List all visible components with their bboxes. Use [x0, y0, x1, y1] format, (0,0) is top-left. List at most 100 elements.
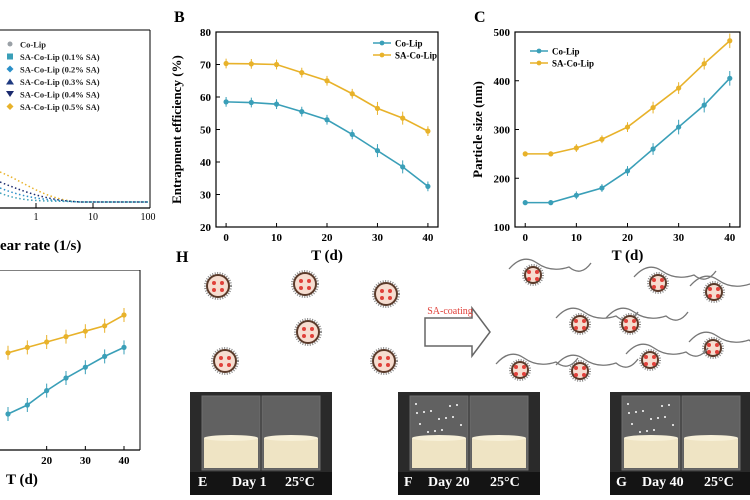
- photo-f-temp: 25°C: [490, 475, 520, 490]
- liposome-2-shell: [291, 270, 319, 298]
- data-point-1-5: [349, 91, 355, 97]
- data-point-1-4: [324, 78, 330, 84]
- liposome-3-drug-3: [388, 296, 392, 300]
- liposome-2-drug-2: [299, 286, 303, 290]
- x-tick-label-1: 10: [571, 232, 583, 244]
- liposome-5-drug-2: [219, 363, 223, 367]
- x-tick-label-4: 40: [422, 232, 434, 244]
- foam-bubble-12: [427, 431, 429, 433]
- photo-e-temp: 25°C: [285, 475, 315, 490]
- liposome-5-shell: [211, 347, 239, 375]
- coated-liposome-7-core: [571, 362, 589, 380]
- data-point-1-3: [63, 375, 69, 381]
- coated-liposome-2-shell: [703, 281, 725, 303]
- liposome-4-drug-2: [302, 334, 306, 338]
- coated-liposome-2-core: [705, 283, 723, 301]
- y-tick-label-1: 200: [494, 173, 511, 185]
- panel-c: 100 200 300 400 500 0 10 20 30 40 T (d) Particle si…: [470, 9, 741, 264]
- liposome-4-core: [296, 320, 320, 344]
- liposome-4-shell: [294, 318, 322, 346]
- data-point-1-7: [701, 61, 707, 67]
- data-point-0-2: [44, 339, 50, 345]
- legend-marker-0: [7, 41, 13, 47]
- photo-g-caption: Day 40: [642, 475, 684, 490]
- data-point-0-2: [573, 192, 579, 198]
- x-tick-label-0: 0: [522, 232, 528, 244]
- photo-e-caption: Day 1: [232, 475, 267, 490]
- data-point-0-0: [522, 200, 528, 206]
- x-tick-label-3: 30: [372, 232, 384, 244]
- coated-liposome-2-drug-3: [716, 294, 720, 298]
- photo-f-letter: F: [404, 475, 413, 490]
- coated-liposome-8-drug-0: [644, 355, 648, 359]
- panel-letter: B: [174, 9, 185, 26]
- vial-liquid-1: [684, 438, 738, 468]
- data-point-1-4: [82, 364, 88, 370]
- vials-f: [398, 392, 540, 495]
- data-point-1-6: [374, 105, 381, 111]
- coated-liposome-4-drug-3: [632, 326, 636, 330]
- foam-bubble-0: [627, 403, 629, 405]
- panel-a-tick-100: 100: [141, 212, 156, 223]
- legend-label-1: SA-Co-Lip (0.1% SA): [20, 52, 100, 62]
- foam-bubble-2: [441, 429, 443, 431]
- vial-liquid-1: [264, 438, 318, 468]
- liposome-2-core: [293, 272, 317, 296]
- coated-liposome-0-shell: [522, 264, 544, 286]
- sa-chain-2: [689, 275, 750, 287]
- legend-label-0: Co-Lip: [552, 47, 580, 57]
- coated-liposome-4-core: [621, 315, 639, 333]
- coated-liposome-8-drug-3: [652, 362, 656, 366]
- vials-e: [190, 392, 332, 495]
- legend-marker-5: [6, 103, 14, 110]
- legend-marker-1: [536, 60, 542, 66]
- x-tick-label-0: 20: [41, 455, 53, 467]
- data-point-0-5: [349, 131, 355, 137]
- legend-label-0: Co-Lip: [20, 40, 46, 50]
- x-tick-label-2: 20: [322, 232, 334, 244]
- panel-letter: C: [474, 9, 486, 26]
- coated-liposome-3-drug-3: [582, 326, 586, 330]
- x-tick-label-2: 20: [622, 232, 634, 244]
- coated-liposome-5-drug-0: [707, 343, 711, 347]
- coated-liposome-0-core: [524, 266, 542, 284]
- coated-liposome-0-drug-0: [527, 270, 531, 274]
- foam-bubble-12: [639, 431, 641, 433]
- legend-label-4: SA-Co-Lip (0.4% SA): [20, 90, 100, 100]
- foam-bubble-1: [664, 416, 666, 418]
- foam-bubble-7: [434, 430, 436, 432]
- foam-bubble-9: [460, 424, 462, 426]
- vial-liquid-0: [204, 438, 258, 468]
- y-tick-label-2: 300: [494, 125, 511, 137]
- legend-label-0: Co-Lip: [395, 39, 423, 49]
- arrow-icon: [424, 305, 491, 359]
- coated-liposome-4-drug-1: [632, 319, 636, 323]
- x-tick-label-1: 30: [80, 455, 92, 467]
- shear-curve-3: [0, 192, 148, 203]
- liposome-5: [211, 347, 239, 375]
- coated-liposome-6-drug-0: [514, 365, 518, 369]
- coated-liposome-5-shell: [702, 337, 724, 359]
- foam-bubble-9: [672, 424, 674, 426]
- data-point-0-6: [676, 124, 682, 130]
- data-point-1-5: [102, 353, 108, 359]
- coated-liposome-6: [509, 359, 531, 381]
- foam-bubble-7: [646, 430, 648, 432]
- data-point-0-1: [24, 344, 30, 350]
- x-tick-label-4: 40: [724, 232, 736, 244]
- data-point-1-7: [400, 115, 406, 121]
- y-tick-label-4: 60: [200, 92, 212, 104]
- coated-liposome-0-drug-3: [535, 277, 539, 281]
- liposome-1-drug-1: [220, 281, 224, 285]
- coated-liposome-7-drug-0: [574, 366, 578, 370]
- liposome-4-drug-0: [302, 327, 306, 331]
- data-point-0-2: [273, 101, 280, 107]
- data-point-1-8: [425, 128, 431, 134]
- coated-liposome-3-core: [571, 315, 589, 333]
- panel-a-tick-1: 1: [34, 212, 39, 223]
- coated-liposome-1-shell: [647, 272, 669, 294]
- series-line-0: [226, 101, 429, 188]
- data-point-1-2: [273, 61, 280, 68]
- foam-bubble-5: [668, 404, 670, 406]
- y-tick-label-3: 50: [200, 125, 212, 137]
